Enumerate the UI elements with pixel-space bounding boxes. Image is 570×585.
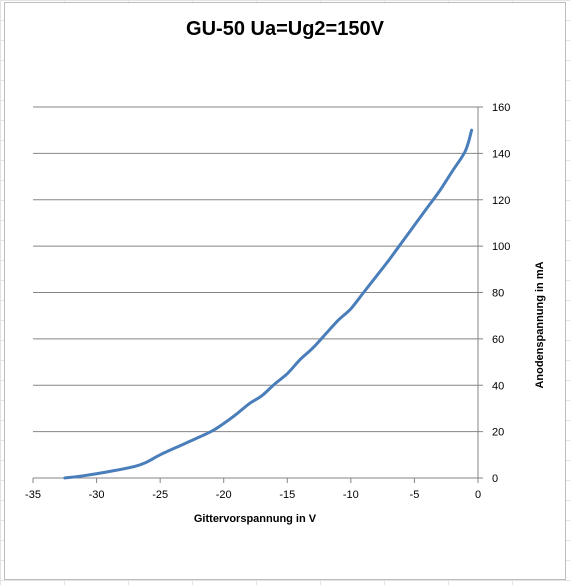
y-tick-label-160: 160 bbox=[492, 102, 510, 114]
y-tick-label-100: 100 bbox=[492, 241, 510, 253]
y-tick-label-40: 40 bbox=[492, 380, 504, 392]
y-tick-label-20: 20 bbox=[492, 427, 504, 439]
x-axis-label: Gittervorspannung in V bbox=[194, 513, 317, 525]
x-tick-label--30: -30 bbox=[89, 489, 105, 501]
y-tick-label-60: 60 bbox=[492, 334, 504, 346]
x-tick-label--10: -10 bbox=[343, 489, 359, 501]
gridlines bbox=[33, 106, 478, 433]
x-tick-label--25: -25 bbox=[152, 489, 168, 501]
y-tick-label-140: 140 bbox=[492, 148, 510, 160]
series-line bbox=[63, 128, 474, 480]
chart-area[interactable] bbox=[4, 2, 566, 580]
x-tick-label--5: -5 bbox=[410, 489, 420, 501]
x-tick-label--35: -35 bbox=[25, 489, 41, 501]
x-tick-labels: -35 -30 -25 -20 -15 -10 -5 0 bbox=[25, 489, 481, 501]
x-tick-label--15: -15 bbox=[279, 489, 295, 501]
y-tick-label-0: 0 bbox=[492, 473, 498, 485]
y-tick-labels: 0 20 40 60 80 100 120 140 160 bbox=[492, 102, 510, 485]
axes bbox=[32, 106, 483, 483]
y-tick-label-120: 120 bbox=[492, 195, 510, 207]
x-tick-label-0: 0 bbox=[475, 489, 481, 501]
y-tick-label-80: 80 bbox=[492, 288, 504, 300]
y-axis-label: Anodenspannung in mA bbox=[534, 261, 546, 388]
chart-title: GU-50 Ua=Ug2=150V bbox=[186, 18, 384, 40]
x-tick-label--20: -20 bbox=[216, 489, 232, 501]
